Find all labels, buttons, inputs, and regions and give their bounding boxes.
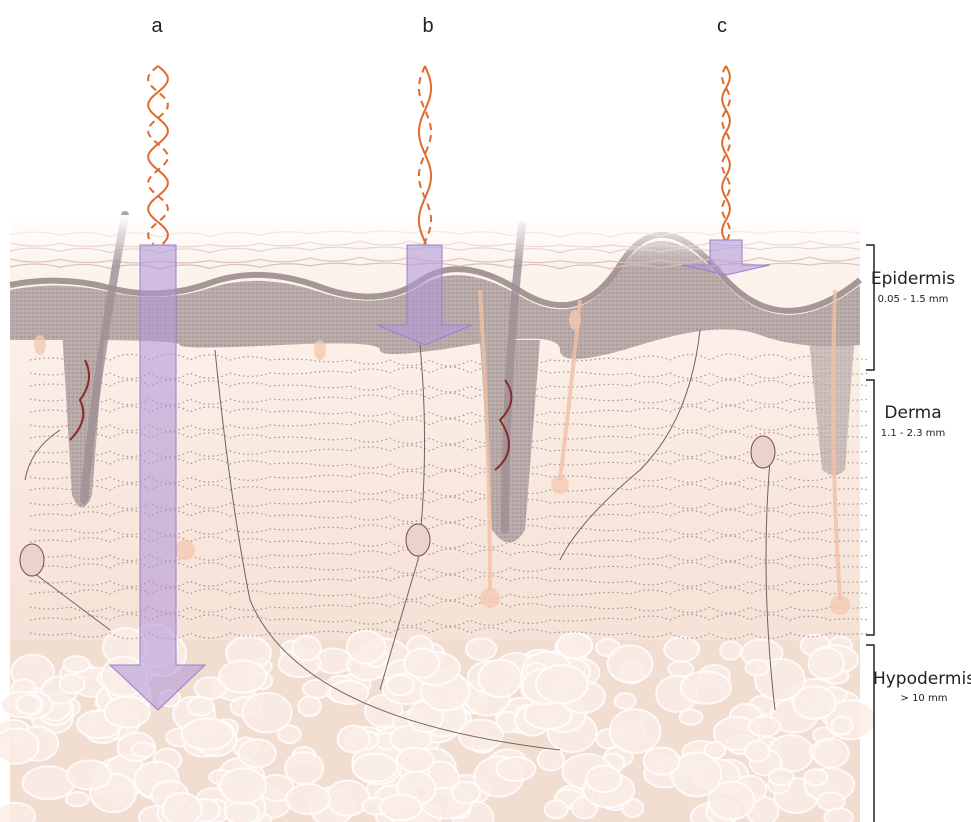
fat-cell [803, 768, 829, 787]
layer-name: Derma [884, 403, 941, 423]
fat-cell [385, 674, 415, 697]
layer-thickness: > 10 mm [901, 693, 948, 704]
fat-cell [291, 635, 322, 662]
fat-cell [0, 727, 40, 765]
fat-cell [241, 691, 293, 734]
fat-cell [180, 717, 235, 751]
fat-cell [823, 807, 854, 822]
fat-cell [744, 658, 770, 677]
fat-cell [606, 644, 654, 684]
fat-cell [219, 767, 267, 805]
fat-cell [830, 716, 854, 736]
fat-cell [621, 798, 645, 819]
penetration-arrows [108, 239, 771, 711]
fat-cell [186, 696, 215, 717]
panel-label: a [151, 15, 163, 37]
fat-cell [345, 629, 387, 665]
fat-cell [536, 747, 565, 772]
fat-cell [218, 659, 268, 694]
fat-cell [284, 751, 325, 786]
fat-cell [477, 658, 523, 699]
fat-cell [103, 695, 151, 729]
fat-cell [495, 755, 537, 782]
layer-thickness: 0.05 - 1.5 mm [878, 294, 949, 305]
bracket-derma [866, 379, 875, 636]
fat-cell [464, 637, 498, 661]
fat-cell [161, 791, 203, 822]
hair-shaft [501, 221, 526, 534]
fat-cell [543, 799, 569, 820]
fat-cell [15, 694, 42, 715]
layer-brackets [866, 244, 875, 822]
fat-cell [62, 655, 91, 674]
fat-cell [642, 746, 681, 776]
fat-cell [301, 678, 332, 699]
fat-cell [812, 737, 850, 769]
fat-cell [585, 764, 623, 794]
layer-name: Hypodermis [873, 669, 971, 689]
fat-cell [223, 800, 261, 822]
fat-cell [237, 738, 277, 769]
wave [417, 65, 433, 245]
fat-cell [379, 793, 423, 822]
sweat-ducts [478, 289, 842, 601]
fat-cell [336, 724, 371, 754]
arrow-c [681, 239, 771, 276]
fat-cell [0, 801, 37, 822]
nerves [24, 329, 776, 751]
layer-name: Epidermis [871, 269, 955, 289]
glands [34, 310, 850, 615]
bracket-epidermis [866, 244, 875, 371]
fat-cells [0, 623, 878, 822]
layer-thickness: 1.1 - 2.3 mm [881, 428, 945, 439]
blood-vessels [69, 359, 513, 471]
fat-cell [807, 646, 846, 680]
fat-cell [747, 715, 782, 738]
fat-cell [297, 695, 322, 718]
wave [417, 65, 433, 245]
fat-cell [64, 791, 90, 808]
fat-cell [663, 636, 701, 663]
panel-label: b [422, 15, 433, 37]
fat-cell [670, 751, 723, 798]
fat-cell [324, 779, 371, 817]
fat-cell [556, 631, 594, 660]
fat-cell [613, 692, 637, 710]
fat-cell [66, 759, 112, 791]
fat-cell [792, 685, 837, 720]
fat-cell [328, 679, 370, 706]
fat-cell [58, 673, 86, 695]
wave [147, 65, 169, 245]
fat-cell [535, 664, 589, 705]
arrow-a [108, 244, 207, 711]
fat-cell [450, 780, 482, 805]
fat-cell [608, 708, 662, 754]
fat-cell [744, 740, 771, 763]
corpuscles [19, 435, 776, 577]
fat-cell [703, 740, 727, 760]
wave [721, 65, 731, 241]
fat-cell [457, 718, 505, 752]
fat-cell [277, 724, 302, 745]
fat-cell [285, 783, 332, 815]
bracket-hypodermis [866, 644, 875, 822]
fat-cell [767, 767, 795, 787]
fat-cell [678, 708, 704, 726]
fat-cell [395, 746, 435, 773]
fat-cell [351, 752, 399, 783]
panel-label: c [717, 15, 727, 37]
light-waves [147, 65, 731, 245]
fat-cell [403, 647, 441, 679]
fat-cell [130, 741, 157, 758]
fat-cell [21, 765, 76, 801]
fat-cell [679, 670, 732, 705]
arrow-b [376, 244, 473, 346]
wave [147, 65, 169, 245]
fat-cell [707, 780, 756, 821]
fat-cell [719, 640, 743, 661]
